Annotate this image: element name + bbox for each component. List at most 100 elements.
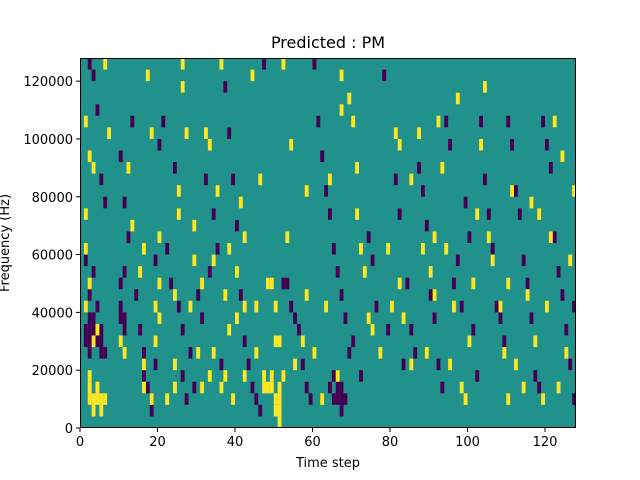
heatmap-cell-high — [448, 358, 453, 371]
heatmap-cell-high — [510, 185, 515, 197]
heatmap-cell-low — [331, 370, 336, 382]
heatmap-cell-low — [215, 243, 220, 255]
heatmap-cell-high — [432, 231, 437, 243]
heatmap-cell-low — [498, 312, 503, 324]
heatmap-cell-high — [118, 335, 123, 348]
heatmap-cell-high — [393, 127, 398, 139]
heatmap-cell-low — [382, 69, 387, 82]
heatmap-cell-low — [312, 58, 317, 70]
heatmap-cell-high — [521, 381, 526, 394]
heatmap-cell-low — [91, 323, 96, 336]
heatmap-cell-high — [459, 381, 464, 394]
heatmap-cell-high — [514, 358, 518, 371]
heatmap-cell-high — [421, 243, 425, 255]
heatmap-cell-low — [91, 312, 96, 324]
heatmap-cell-high — [324, 300, 329, 313]
heatmap-cell-low — [397, 208, 402, 220]
heatmap-cell-high — [107, 127, 112, 139]
heatmap-cell-low — [246, 358, 251, 371]
heatmap-cell-low — [475, 370, 480, 382]
heatmap-cell-high — [87, 277, 92, 290]
heatmap-cell-high — [568, 254, 573, 267]
chart-title: Predicted : PM — [271, 33, 385, 52]
heatmap-cell-low — [95, 104, 100, 116]
heatmap-plot-area — [80, 58, 577, 428]
heatmap-cell-high — [432, 289, 437, 301]
heatmap-background — [80, 58, 576, 428]
heatmap-cell-high — [87, 381, 92, 394]
heatmap-cell-high — [545, 300, 549, 313]
heatmap-cell-low — [227, 127, 232, 139]
heatmap-cell-low — [118, 312, 123, 324]
heatmap-cell-low — [91, 266, 96, 278]
x-tick-label: 120 — [533, 435, 558, 450]
heatmap-cell-low — [184, 393, 189, 405]
heatmap-cell-high — [184, 127, 189, 139]
heatmap-cell-high — [83, 115, 88, 128]
heatmap-cell-low — [331, 393, 336, 405]
heatmap-cell-high — [238, 196, 243, 209]
heatmap-cell-high — [149, 393, 154, 405]
heatmap-cell-high — [467, 335, 472, 348]
heatmap-cell-low — [99, 347, 104, 359]
heatmap-cell-low — [169, 277, 174, 290]
x-tick-label: 20 — [149, 435, 166, 450]
heatmap-cell-low — [514, 185, 518, 197]
heatmap-cell-low — [339, 381, 344, 394]
heatmap-cell-high — [281, 370, 286, 382]
heatmap-cell-high — [200, 381, 205, 394]
heatmap-cell-low — [339, 289, 344, 301]
heatmap-cell-high — [192, 254, 197, 267]
heatmap-cell-high — [219, 58, 224, 70]
heatmap-cell-low — [463, 196, 468, 209]
heatmap-cell-high — [87, 393, 92, 405]
heatmap-cell-low — [552, 231, 557, 243]
heatmap-cell-low — [320, 150, 325, 163]
heatmap-cell-high — [304, 185, 309, 197]
heatmap-cell-high — [250, 69, 255, 82]
heatmap-cell-high — [277, 393, 282, 405]
heatmap-cell-high — [180, 58, 185, 70]
heatmap-cell-high — [149, 127, 154, 139]
heatmap-cell-high — [173, 381, 177, 394]
heatmap-cell-high — [138, 266, 143, 278]
heatmap-cell-high — [266, 277, 270, 290]
heatmap-cell-high — [548, 231, 553, 243]
y-tick-label: 60000 — [32, 249, 73, 264]
heatmap-cell-high — [417, 127, 422, 139]
x-tick-label: 60 — [304, 435, 321, 450]
y-tick-label: 40000 — [32, 306, 73, 321]
heatmap-cell-high — [95, 323, 100, 336]
heatmap-cell-low — [502, 335, 507, 348]
heatmap-cell-high — [277, 381, 282, 394]
heatmap-cell-low — [339, 404, 344, 417]
heatmap-cell-low — [262, 58, 267, 70]
heatmap-cell-high — [142, 381, 146, 394]
heatmap-cell-low — [572, 300, 577, 313]
heatmap-cell-high — [223, 289, 228, 301]
heatmap-cell-low — [118, 277, 123, 290]
heatmap-cell-high — [355, 208, 360, 220]
heatmap-cell-high — [83, 300, 88, 313]
heatmap-cell-low — [401, 358, 406, 371]
heatmap-cell-high — [258, 173, 263, 186]
heatmap-cell-high — [91, 393, 96, 405]
heatmap-cell-low — [180, 370, 185, 382]
heatmap-cell-high — [242, 370, 247, 382]
heatmap-cell-low — [176, 300, 181, 313]
heatmap-cell-low — [242, 335, 247, 348]
heatmap-cell-low — [324, 185, 329, 197]
heatmap-cell-high — [192, 219, 197, 232]
heatmap-cell-high — [359, 243, 363, 255]
heatmap-cell-high — [122, 347, 127, 359]
heatmap-cell-high — [525, 289, 530, 301]
heatmap-cell-high — [277, 404, 282, 417]
heatmap-cell-low — [533, 370, 538, 382]
heatmap-cell-high — [556, 381, 561, 394]
heatmap-cell-high — [242, 300, 247, 313]
heatmap-cell-low — [87, 58, 92, 70]
heatmap-cell-high — [490, 254, 495, 267]
x-tick-label: 40 — [227, 435, 244, 450]
heatmap-cell-high — [328, 173, 332, 186]
heatmap-cell-low — [347, 347, 352, 359]
